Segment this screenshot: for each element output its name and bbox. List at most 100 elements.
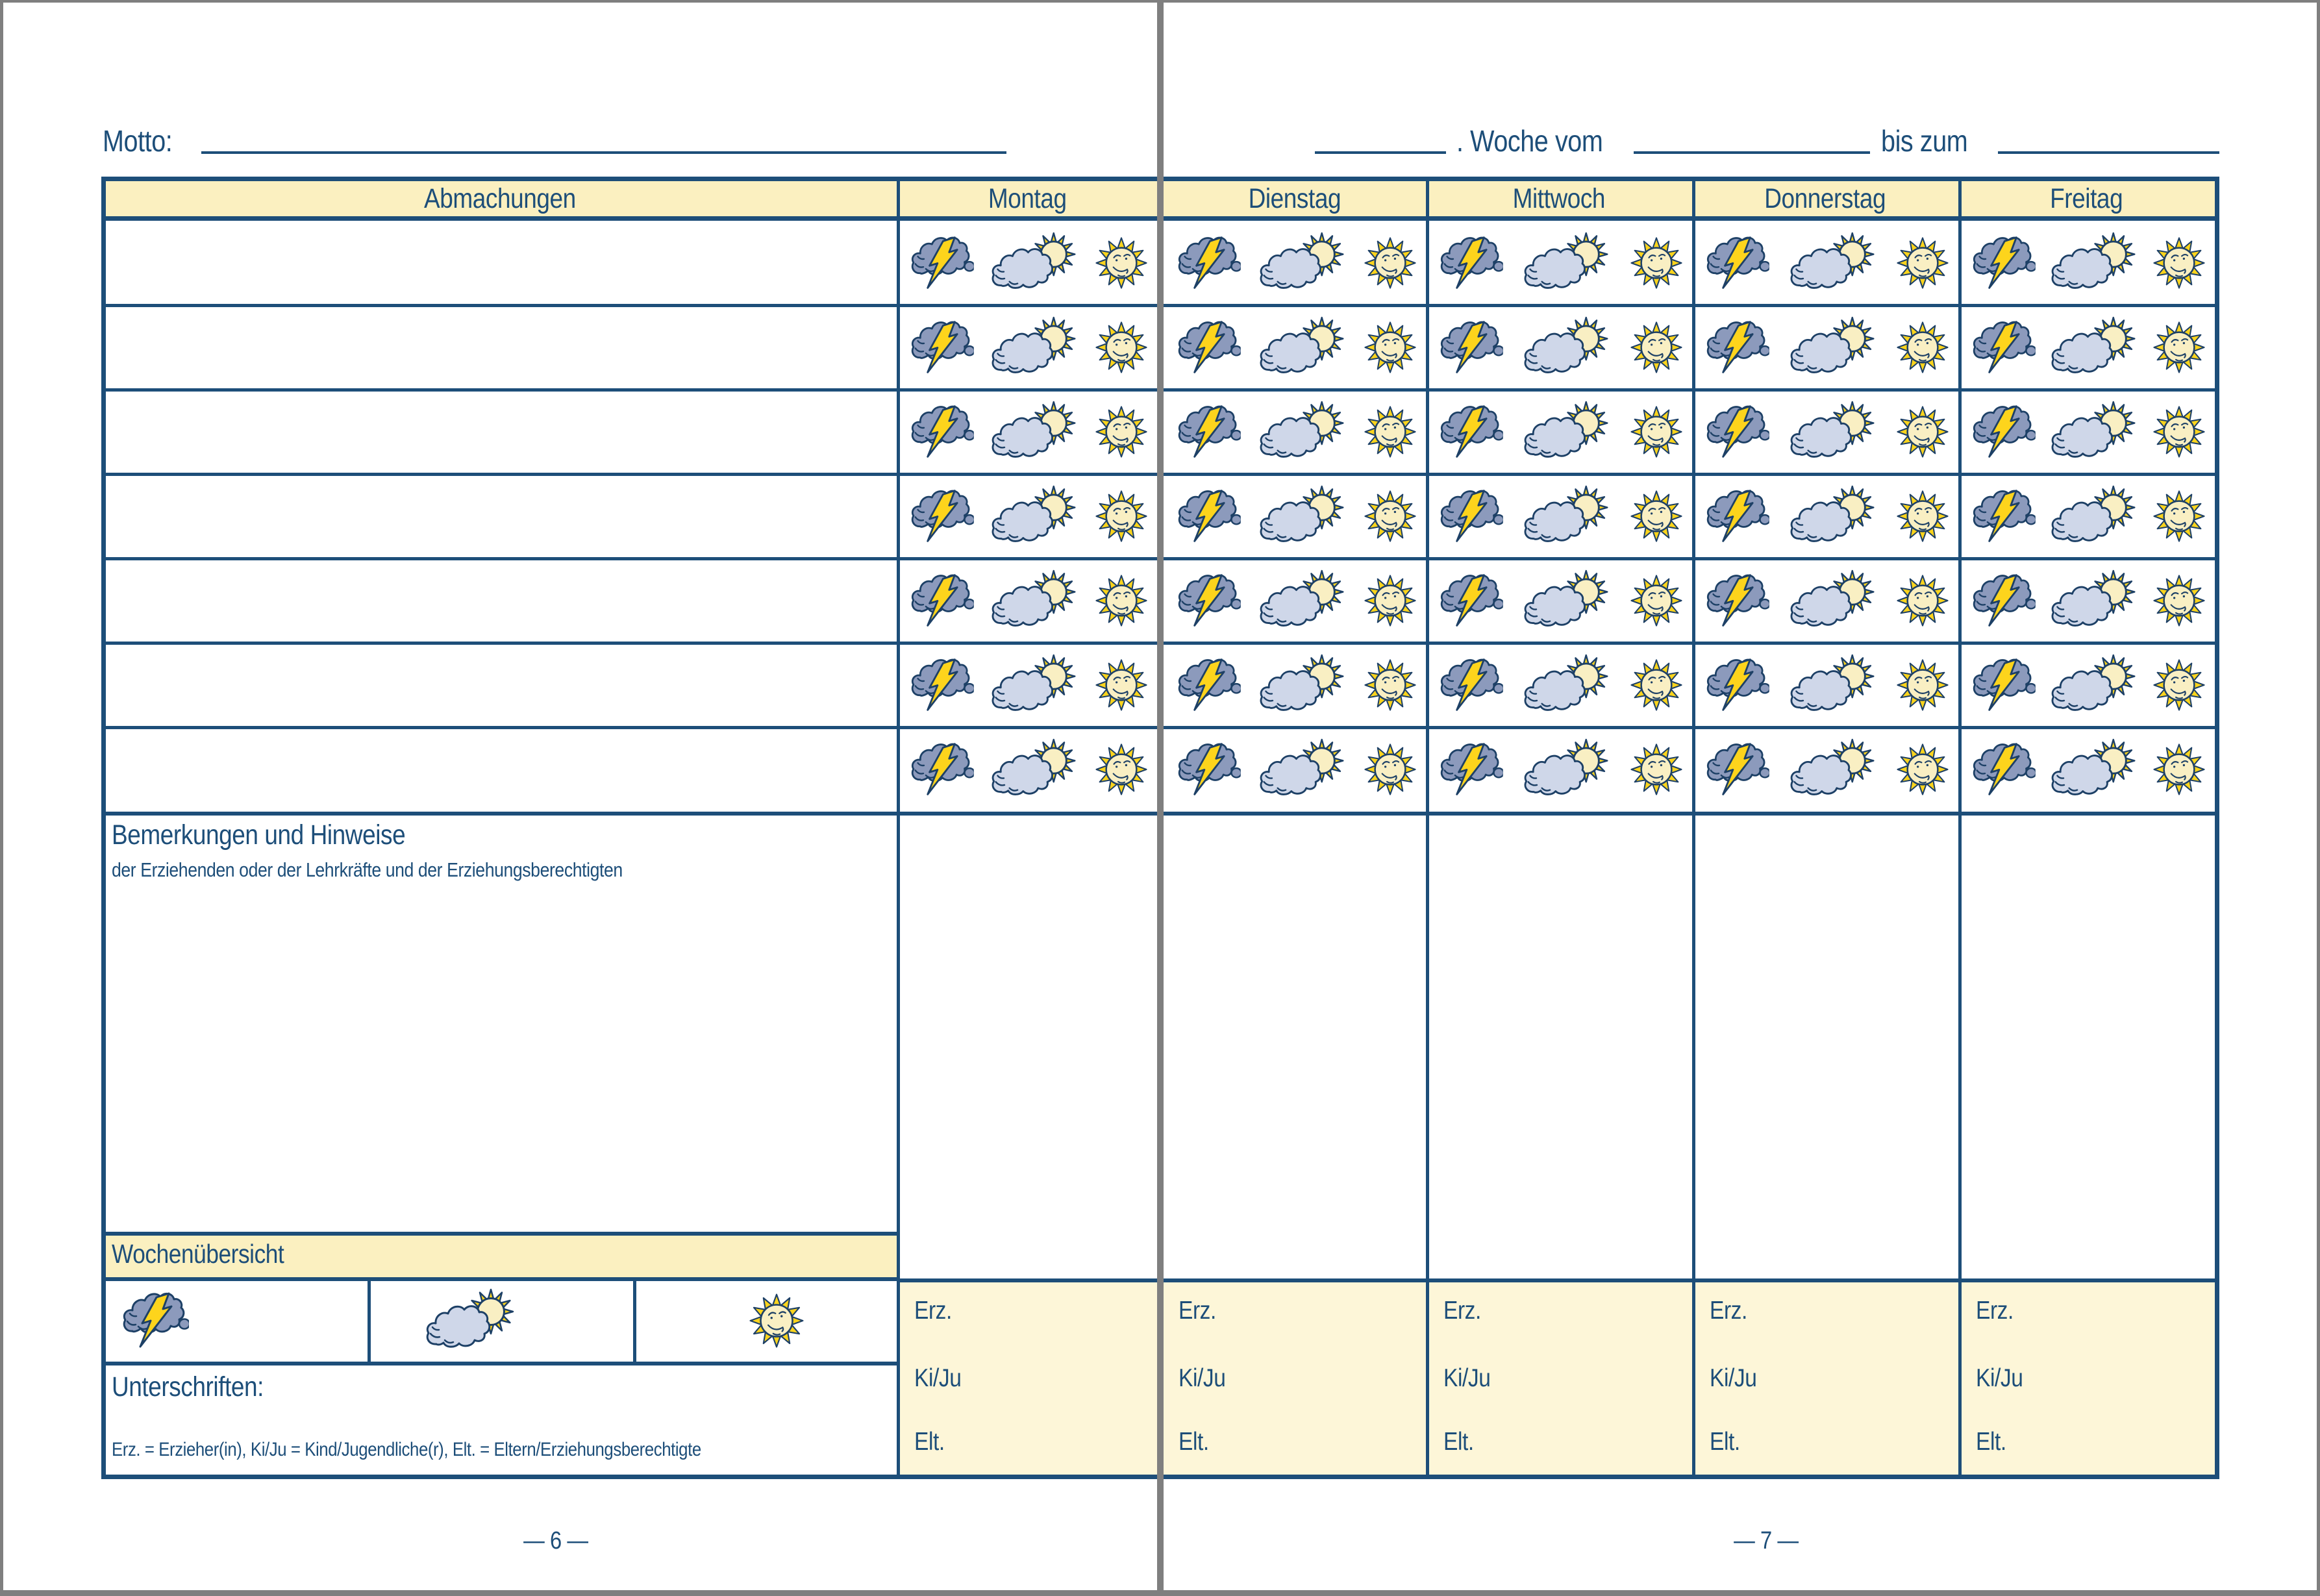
sun-icon[interactable] (1630, 490, 1683, 543)
agreement-row-cell[interactable] (106, 560, 897, 642)
sun-icon[interactable] (1630, 574, 1683, 627)
cloud-sun-icon[interactable] (2049, 485, 2139, 547)
storm-cloud-icon[interactable] (1176, 318, 1241, 377)
storm-cloud-icon[interactable] (909, 318, 974, 377)
cloud-sun-icon[interactable] (989, 316, 1080, 379)
storm-cloud-icon[interactable] (909, 571, 974, 630)
cloud-sun-icon[interactable] (1257, 401, 1348, 463)
storm-cloud-icon[interactable] (1176, 234, 1241, 292)
cloud-sun-icon[interactable] (1521, 569, 1612, 632)
sun-icon[interactable] (1095, 743, 1148, 796)
cloud-sun-icon[interactable] (1257, 569, 1348, 632)
signature-cell-mittwoch[interactable]: Erz. Ki/Ju Elt. (1429, 1282, 1692, 1475)
storm-cloud-icon[interactable] (1704, 234, 1769, 292)
cloud-sun-icon[interactable] (1257, 654, 1348, 716)
storm-cloud-icon[interactable] (1438, 403, 1503, 461)
storm-cloud-icon[interactable] (1971, 487, 2036, 545)
agreement-row-cell[interactable] (106, 644, 897, 726)
day-notes-cell-montag[interactable] (900, 816, 1157, 1277)
storm-cloud-icon[interactable] (1704, 571, 1769, 630)
storm-cloud-icon[interactable] (1176, 403, 1241, 461)
sun-icon[interactable] (1896, 743, 1949, 796)
storm-cloud-icon[interactable] (1971, 403, 2036, 461)
cloud-sun-icon[interactable] (2049, 738, 2139, 801)
sun-icon[interactable] (1630, 658, 1683, 712)
storm-cloud-icon[interactable] (1176, 571, 1241, 630)
sun-icon[interactable] (1364, 658, 1417, 712)
storm-cloud-icon[interactable] (909, 740, 974, 799)
cloud-sun-icon[interactable] (1788, 232, 1878, 294)
motto-input-line[interactable] (201, 151, 1006, 154)
sun-icon[interactable] (1630, 405, 1683, 458)
day-notes-cell-donnerstag[interactable] (1695, 816, 1958, 1277)
sun-icon[interactable] (1364, 574, 1417, 627)
cloud-sun-icon[interactable] (1521, 316, 1612, 379)
agreement-row-cell[interactable] (106, 222, 897, 304)
storm-cloud-icon[interactable] (1704, 487, 1769, 545)
sun-icon[interactable] (2152, 658, 2206, 712)
storm-cloud-icon[interactable] (909, 403, 974, 461)
cloud-sun-icon[interactable] (1521, 401, 1612, 463)
storm-cloud-icon[interactable] (1438, 740, 1503, 799)
cloud-sun-icon[interactable] (1788, 569, 1878, 632)
sun-icon[interactable] (1630, 321, 1683, 374)
cloud-sun-icon[interactable] (1257, 485, 1348, 547)
storm-cloud-icon[interactable] (1971, 740, 2036, 799)
storm-cloud-icon[interactable] (909, 656, 974, 714)
cloud-sun-icon[interactable] (1257, 232, 1348, 294)
storm-cloud-icon[interactable] (1704, 318, 1769, 377)
sun-icon[interactable] (1095, 574, 1148, 627)
storm-cloud-icon[interactable] (1176, 656, 1241, 714)
agreement-row-cell[interactable] (106, 391, 897, 473)
storm-cloud-icon[interactable] (1438, 234, 1503, 292)
agreement-row-cell[interactable] (106, 475, 897, 557)
cloud-sun-icon[interactable] (989, 401, 1080, 463)
cloud-sun-icon[interactable] (989, 738, 1080, 801)
sun-icon[interactable] (1364, 321, 1417, 374)
cloud-sun-icon[interactable] (1521, 232, 1612, 294)
cloud-sun-icon[interactable] (2049, 654, 2139, 716)
week-end-date-field[interactable] (1998, 151, 2219, 154)
storm-cloud-icon[interactable] (1971, 656, 2036, 714)
cloud-sun-icon[interactable] (2049, 569, 2139, 632)
storm-cloud-icon[interactable] (1176, 487, 1241, 545)
sun-icon[interactable] (1896, 236, 1949, 290)
storm-cloud-icon[interactable] (1971, 571, 2036, 630)
sun-icon[interactable] (1364, 405, 1417, 458)
sun-icon[interactable] (1095, 658, 1148, 712)
cloud-sun-icon[interactable] (2049, 401, 2139, 463)
sun-icon[interactable] (2152, 405, 2206, 458)
sun-icon[interactable] (1896, 658, 1949, 712)
sun-icon[interactable] (2152, 236, 2206, 290)
cloud-sun-icon[interactable] (1788, 485, 1878, 547)
signature-cell-freitag[interactable]: Erz. Ki/Ju Elt. (1962, 1282, 2216, 1475)
agreement-row-cell[interactable] (106, 306, 897, 388)
cloud-sun-icon[interactable] (2049, 232, 2139, 294)
cloud-sun-icon[interactable] (989, 232, 1080, 294)
sun-icon[interactable] (2152, 321, 2206, 374)
sun-icon[interactable] (1630, 236, 1683, 290)
sun-icon[interactable] (1095, 490, 1148, 543)
storm-cloud-icon[interactable] (1438, 571, 1503, 630)
storm-cloud-icon[interactable] (1704, 656, 1769, 714)
cloud-sun-icon[interactable] (1788, 401, 1878, 463)
storm-cloud-icon[interactable] (1438, 318, 1503, 377)
sun-icon[interactable] (2152, 743, 2206, 796)
sun-icon[interactable] (1896, 490, 1949, 543)
sun-icon[interactable] (1896, 321, 1949, 374)
cloud-sun-icon[interactable] (989, 569, 1080, 632)
cloud-sun-icon[interactable] (989, 654, 1080, 716)
week-number-field[interactable] (1315, 151, 1446, 154)
cloud-sun-icon[interactable] (2049, 316, 2139, 379)
sun-icon[interactable] (1630, 743, 1683, 796)
sun-icon[interactable] (1095, 321, 1148, 374)
sun-icon[interactable] (1896, 405, 1949, 458)
remarks-notes-area[interactable] (106, 896, 897, 1230)
cloud-sun-icon[interactable] (1257, 316, 1348, 379)
sun-icon[interactable] (1095, 236, 1148, 290)
week-start-date-field[interactable] (1634, 151, 1870, 154)
storm-cloud-icon[interactable] (909, 487, 974, 545)
cloud-sun-icon[interactable] (1257, 738, 1348, 801)
cloud-sun-icon[interactable] (989, 485, 1080, 547)
sun-icon[interactable] (1095, 405, 1148, 458)
